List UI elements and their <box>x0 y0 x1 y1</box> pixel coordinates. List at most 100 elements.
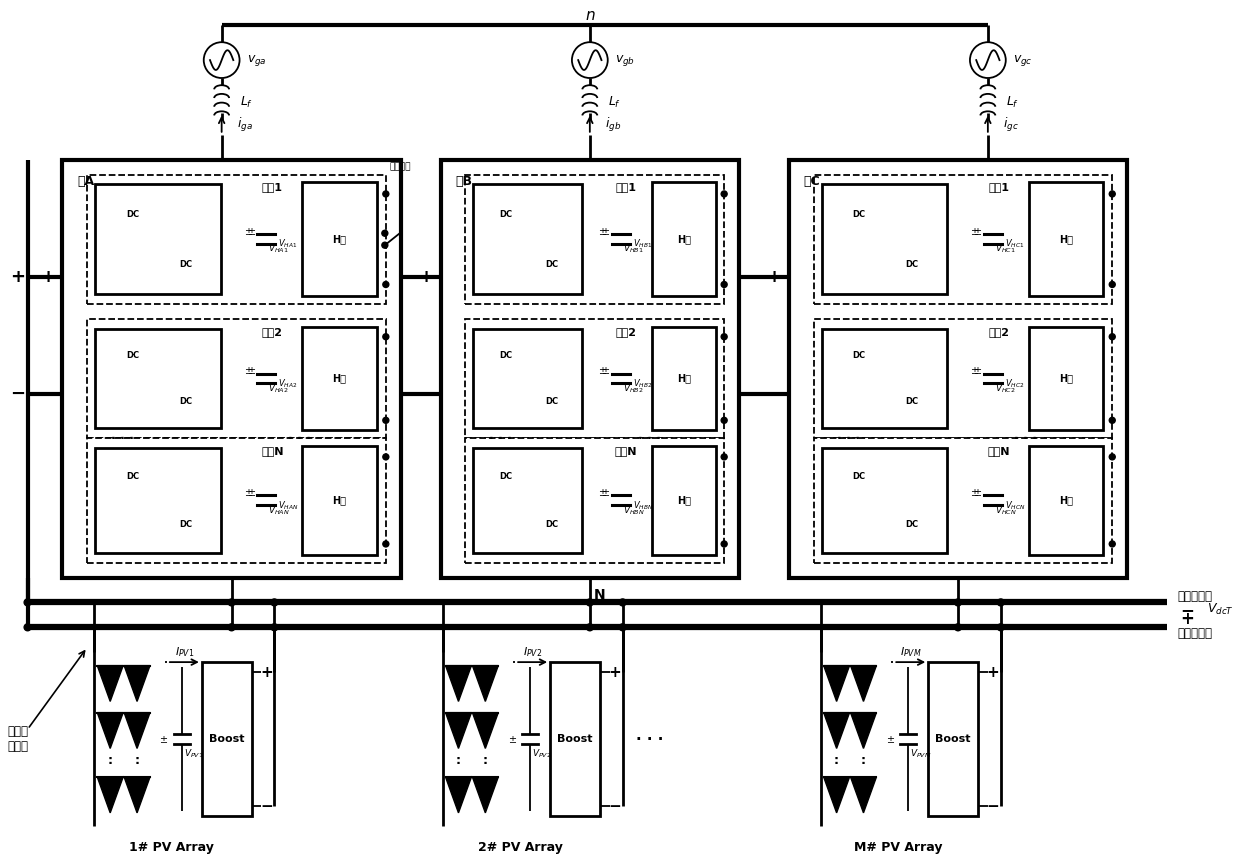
Text: $\pm$: $\pm$ <box>885 734 895 745</box>
Circle shape <box>955 624 961 631</box>
Bar <box>813 438 1112 563</box>
Text: $V_{HCN}$: $V_{HCN}$ <box>994 504 1017 516</box>
Text: 模块2: 模块2 <box>615 326 636 337</box>
Circle shape <box>1110 282 1115 288</box>
Circle shape <box>722 191 727 197</box>
Text: $i_{ga}$: $i_{ga}$ <box>237 116 253 134</box>
Text: $\pm$: $\pm$ <box>973 365 982 376</box>
Bar <box>303 326 377 430</box>
Circle shape <box>722 334 727 339</box>
Bar <box>652 182 717 296</box>
Text: :: : <box>835 753 839 766</box>
Bar <box>440 160 739 577</box>
Text: $I_{PV1}$: $I_{PV1}$ <box>175 645 195 659</box>
Bar <box>822 185 947 294</box>
Text: 模块N: 模块N <box>262 446 284 456</box>
Bar <box>789 160 1127 577</box>
Text: −: − <box>418 385 433 403</box>
Text: $V_{HC1}$: $V_{HC1}$ <box>1004 238 1024 251</box>
Bar <box>95 185 221 294</box>
Text: H桥: H桥 <box>677 374 691 383</box>
Text: :: : <box>482 753 487 766</box>
Text: $V_{HAN}$: $V_{HAN}$ <box>278 499 299 512</box>
Circle shape <box>572 42 608 78</box>
Bar <box>652 446 717 555</box>
Circle shape <box>722 454 727 460</box>
Circle shape <box>619 599 626 606</box>
Circle shape <box>382 242 388 248</box>
Text: H桥: H桥 <box>332 374 346 383</box>
Text: $L_{f}$: $L_{f}$ <box>608 94 621 110</box>
Text: 模块N: 模块N <box>615 446 637 456</box>
Text: DC: DC <box>546 397 558 406</box>
Circle shape <box>203 42 239 78</box>
Polygon shape <box>472 713 498 748</box>
Circle shape <box>228 599 236 606</box>
Polygon shape <box>124 713 150 748</box>
Polygon shape <box>124 777 150 813</box>
Text: DC: DC <box>546 260 558 269</box>
Bar <box>465 438 724 563</box>
Text: $V_{dcT}$: $V_{dcT}$ <box>1207 602 1234 618</box>
Text: $\pm$: $\pm$ <box>971 487 980 498</box>
Text: $V_{PVM}$: $V_{PVM}$ <box>910 748 931 760</box>
Text: DC: DC <box>179 260 192 269</box>
Polygon shape <box>851 713 877 748</box>
Text: $L_{f}$: $L_{f}$ <box>1006 94 1019 110</box>
Polygon shape <box>445 777 471 813</box>
Text: $\pm$: $\pm$ <box>601 365 610 376</box>
Text: +: + <box>260 665 273 679</box>
Text: $\pm$: $\pm$ <box>598 365 608 376</box>
Text: 模块1: 模块1 <box>615 182 636 192</box>
Text: $V_{HC1}$: $V_{HC1}$ <box>994 243 1016 255</box>
Text: $V_{HC2}$: $V_{HC2}$ <box>1004 377 1024 390</box>
Text: $I_{PV2}$: $I_{PV2}$ <box>523 645 543 659</box>
Text: 旁路开关: 旁路开关 <box>389 162 412 172</box>
Circle shape <box>382 230 388 236</box>
Bar <box>822 329 947 429</box>
Polygon shape <box>823 713 849 748</box>
Text: :: : <box>456 753 461 766</box>
Text: DC: DC <box>179 520 192 529</box>
Text: $\pm$: $\pm$ <box>247 226 255 237</box>
Circle shape <box>383 454 389 460</box>
Text: H桥: H桥 <box>1059 374 1073 383</box>
Text: $V_{HB1}$: $V_{HB1}$ <box>622 243 644 255</box>
Bar <box>303 446 377 555</box>
Bar <box>474 185 582 294</box>
Circle shape <box>270 599 278 606</box>
Text: · · ·: · · · <box>837 432 861 445</box>
Circle shape <box>1110 334 1115 339</box>
Polygon shape <box>97 713 123 748</box>
Polygon shape <box>97 666 123 702</box>
Text: $\pm$: $\pm$ <box>160 734 169 745</box>
Text: $\pm$: $\pm$ <box>598 226 608 237</box>
Circle shape <box>722 282 727 288</box>
Text: 相C: 相C <box>804 174 821 187</box>
Text: $\pm$: $\pm$ <box>244 365 253 376</box>
Text: DC: DC <box>853 210 866 218</box>
Circle shape <box>619 624 626 631</box>
Circle shape <box>1110 454 1115 460</box>
Text: $\pm$: $\pm$ <box>971 226 980 237</box>
Text: $V_{HAN}$: $V_{HAN}$ <box>268 504 290 516</box>
Text: $V_{HA2}$: $V_{HA2}$ <box>278 377 298 390</box>
Text: 1# PV Array: 1# PV Array <box>129 841 215 854</box>
Text: DC: DC <box>905 397 919 406</box>
Bar <box>62 160 401 577</box>
Text: 正电唸母线: 正电唸母线 <box>1177 627 1211 640</box>
Text: $i_{gb}$: $i_{gb}$ <box>605 116 621 134</box>
Circle shape <box>24 599 31 606</box>
Polygon shape <box>124 666 150 702</box>
Circle shape <box>1110 417 1115 423</box>
Text: DC: DC <box>500 210 512 218</box>
Polygon shape <box>472 777 498 813</box>
Text: $\pm$: $\pm$ <box>973 226 982 237</box>
Text: · · ·: · · · <box>288 432 311 445</box>
Text: $V_{HBN}$: $V_{HBN}$ <box>632 499 653 512</box>
Text: $V_{HB2}$: $V_{HB2}$ <box>622 382 644 395</box>
Bar <box>652 326 717 430</box>
Text: $\pm$: $\pm$ <box>507 734 517 745</box>
Text: $\pm$: $\pm$ <box>601 487 610 498</box>
Circle shape <box>24 624 31 631</box>
